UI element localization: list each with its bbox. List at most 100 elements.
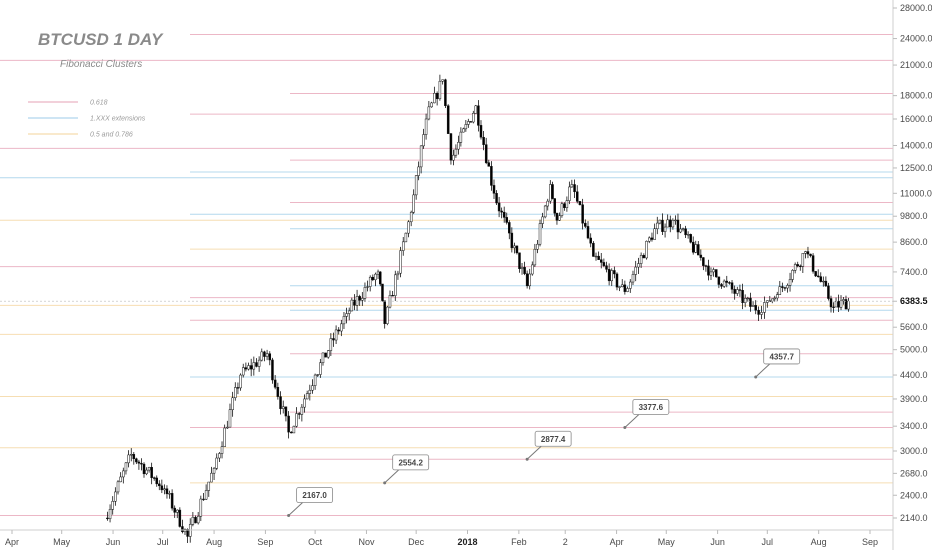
candle-body — [353, 299, 356, 306]
candle-body — [324, 352, 327, 358]
y-tick-label: 12500.0 — [900, 163, 932, 173]
candle-body — [717, 276, 721, 285]
candle-body — [645, 240, 648, 259]
candle-body — [464, 124, 468, 130]
candle-body — [135, 458, 138, 463]
candle-body — [656, 222, 659, 229]
candle-body — [639, 255, 643, 264]
callout-label: 2554.2 — [398, 458, 423, 467]
candle-body — [160, 485, 164, 491]
candle-body — [150, 467, 153, 478]
candle-body — [653, 228, 656, 240]
candle-body — [454, 148, 458, 156]
candle-body — [778, 286, 782, 295]
candle-body — [417, 166, 420, 176]
candle-body — [152, 477, 156, 479]
candle-body — [452, 154, 455, 161]
callouts: 2167.0 2554.2 2877.4 3377.6 4357.7 — [287, 348, 801, 518]
x-tick-label: Oct — [308, 537, 323, 547]
x-tick-label: Jul — [762, 537, 774, 547]
candle-body — [575, 191, 579, 202]
candle-body — [279, 396, 282, 409]
candle-body — [720, 284, 723, 287]
candle-body — [241, 367, 245, 376]
candle-body — [281, 406, 285, 409]
candle-body — [430, 102, 433, 108]
callout: 4357.7 — [754, 348, 801, 379]
candle-body — [176, 509, 179, 513]
callout-pointer — [624, 414, 640, 428]
candle-body — [741, 290, 744, 303]
y-tick-label: 7400.0 — [900, 267, 928, 277]
y-tick-label: 3900.0 — [900, 394, 928, 404]
candle-body — [502, 211, 506, 218]
candle-body — [605, 265, 608, 270]
callout-label: 4357.7 — [769, 352, 794, 361]
candle-body — [791, 270, 794, 280]
candle-body — [474, 105, 478, 114]
candle-body — [796, 264, 799, 267]
candle-body — [538, 223, 542, 245]
candle-body — [234, 387, 237, 399]
candle-body — [631, 274, 635, 283]
x-tick-label: Apr — [5, 537, 19, 547]
candle-body — [231, 397, 234, 410]
candle-body — [196, 515, 200, 524]
candle-body — [709, 271, 713, 276]
candle-body — [191, 516, 195, 525]
candle-body — [276, 387, 280, 397]
candle-body — [686, 234, 690, 236]
candle-body — [634, 266, 637, 275]
candle-body — [615, 273, 619, 288]
legend-label: 0.618 — [90, 100, 108, 107]
x-tick-label: Aug — [811, 537, 827, 547]
candle-body — [355, 296, 359, 306]
y-tick-label: 2400.0 — [900, 490, 928, 500]
candle-body — [412, 194, 415, 213]
candle-body — [247, 365, 250, 370]
callout-label: 2877.4 — [541, 435, 566, 444]
candle-body — [520, 267, 524, 269]
candle-body — [297, 413, 301, 415]
x-tick-label: Jul — [157, 537, 169, 547]
y-tick-label: 14000.0 — [900, 140, 932, 150]
candle-body — [340, 323, 343, 332]
candle-body — [124, 462, 128, 472]
candle-body — [563, 203, 566, 208]
candle-body — [551, 184, 554, 199]
candle-body — [553, 198, 556, 214]
candle-body — [130, 454, 133, 456]
candle-body — [366, 286, 369, 288]
candle-body — [671, 220, 675, 228]
legend-item: 0.618 — [28, 100, 108, 107]
x-tick-label: May — [658, 537, 676, 547]
candle-body — [292, 425, 296, 434]
candle-body — [106, 517, 109, 520]
candle-body — [586, 226, 590, 239]
callout-dot — [623, 425, 627, 429]
candle-body — [543, 205, 547, 218]
candle-body — [541, 216, 544, 224]
candle-body — [407, 221, 410, 234]
candle-body — [565, 200, 569, 208]
candle-body — [287, 415, 290, 433]
candle-body — [249, 365, 253, 370]
candle-body — [210, 472, 213, 483]
x-tick-label: Feb — [511, 537, 527, 547]
candle-body — [394, 274, 397, 296]
x-tick-label: Aug — [206, 537, 222, 547]
candle-body — [472, 113, 475, 123]
candle-body — [194, 516, 197, 524]
candle-body — [763, 302, 766, 313]
candle-body — [600, 259, 603, 263]
candle-body — [730, 282, 734, 290]
x-tick-label: Apr — [610, 537, 624, 547]
y-tick-label: 3400.0 — [900, 421, 928, 431]
y-tick-label: 8600.0 — [900, 237, 928, 247]
y-tick-label: 5600.0 — [900, 322, 928, 332]
candle-body — [158, 483, 161, 487]
candle-body — [401, 241, 405, 251]
candle-body — [308, 389, 312, 394]
candle-body — [515, 245, 519, 254]
